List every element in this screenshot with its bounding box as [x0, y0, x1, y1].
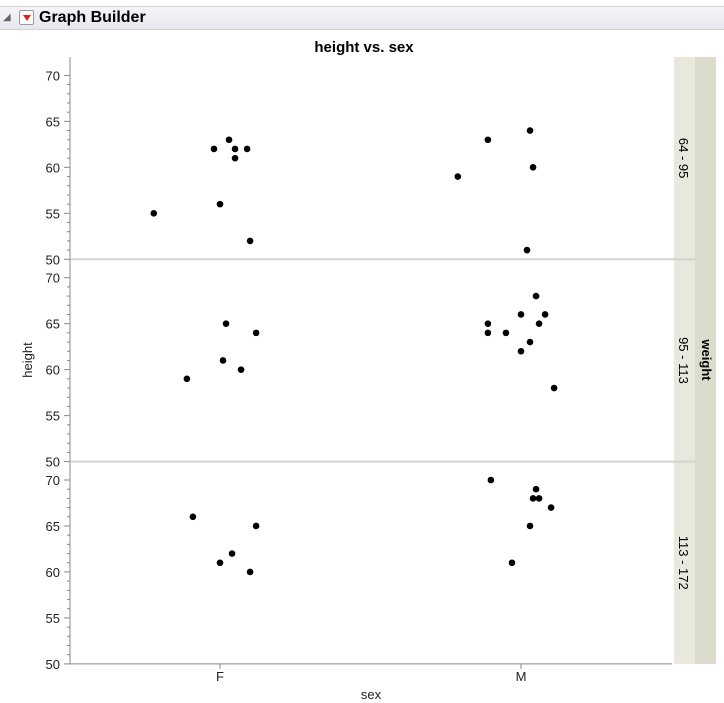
panel-strip	[674, 259, 695, 462]
panel-label: 64 - 95	[676, 138, 691, 178]
data-point	[246, 237, 254, 245]
data-point	[526, 127, 534, 134]
facet-label: weight	[699, 338, 714, 381]
data-point	[535, 495, 543, 502]
data-point	[502, 329, 510, 337]
y-tick-label: 65	[46, 317, 60, 332]
data-point	[252, 329, 260, 337]
panel-strip	[674, 461, 695, 664]
data-point	[222, 320, 230, 327]
y-tick-label: 50	[46, 657, 60, 672]
data-point	[237, 366, 245, 373]
data-point	[225, 136, 233, 144]
data-point	[216, 559, 224, 567]
red-triangle-menu-icon[interactable]	[19, 10, 34, 25]
x-axis-label: sex	[361, 687, 382, 702]
data-point	[246, 568, 254, 576]
panel-label: 95 - 113	[676, 337, 691, 384]
data-point	[526, 522, 534, 530]
data-point	[454, 173, 462, 180]
y-tick-label: 70	[46, 473, 60, 488]
data-point	[529, 495, 537, 502]
data-point	[550, 384, 558, 392]
panel-label: 113 - 172	[676, 536, 691, 590]
y-tick-label: 50	[46, 455, 60, 470]
plot-area	[70, 57, 672, 260]
x-tick-label: M	[516, 669, 527, 684]
plot-area	[70, 461, 672, 664]
data-point	[508, 559, 516, 567]
data-point	[526, 338, 534, 346]
data-point	[529, 164, 537, 171]
y-tick-label: 65	[46, 519, 60, 534]
data-point	[547, 504, 555, 511]
data-point	[484, 320, 492, 327]
data-point	[189, 513, 197, 521]
panel-3: 113 - 172 50 55 60 65 70	[46, 460, 695, 672]
data-point	[210, 145, 218, 153]
data-point	[532, 292, 540, 300]
data-point	[243, 145, 251, 153]
panel-1: 64 - 95 50 55 60 65 70	[46, 57, 695, 267]
data-point	[535, 320, 543, 327]
data-point	[216, 200, 224, 208]
app-title: Graph Builder	[39, 9, 146, 26]
data-point	[484, 136, 492, 144]
data-point	[532, 485, 540, 493]
data-point	[517, 311, 525, 318]
panel-strip	[674, 57, 695, 260]
y-tick-label: 60	[46, 160, 60, 175]
y-tick-label: 70	[46, 271, 60, 286]
data-point	[523, 246, 531, 254]
panel-2: 95 - 113 50 55 60 65 70	[46, 258, 695, 470]
chart-title: height vs. sex	[314, 39, 414, 56]
y-tick-label: 60	[46, 565, 60, 580]
data-point	[231, 145, 239, 153]
y-axis-label: height	[20, 342, 35, 378]
y-tick-label: 70	[46, 68, 60, 83]
data-point	[517, 347, 525, 355]
y-tick-label: 60	[46, 363, 60, 378]
graph-builder-header: ◢ Graph Builder	[0, 6, 724, 30]
data-point	[541, 311, 549, 318]
data-point	[231, 154, 239, 162]
data-point	[487, 476, 495, 484]
y-tick-label: 55	[46, 409, 60, 424]
y-tick-label: 65	[46, 114, 60, 129]
data-point	[219, 357, 227, 364]
data-point	[484, 329, 492, 337]
y-tick-label: 55	[46, 206, 60, 221]
facet-strip-outer	[695, 57, 716, 664]
plot-area	[70, 259, 672, 462]
y-tick-label: 55	[46, 611, 60, 626]
y-tick-label: 50	[46, 252, 60, 267]
data-point	[183, 375, 191, 383]
disclosure-triangle-icon[interactable]: ◢	[3, 12, 11, 23]
data-point	[228, 550, 236, 557]
data-point	[252, 522, 260, 530]
data-point	[150, 210, 158, 217]
x-tick-label: F	[216, 669, 224, 684]
